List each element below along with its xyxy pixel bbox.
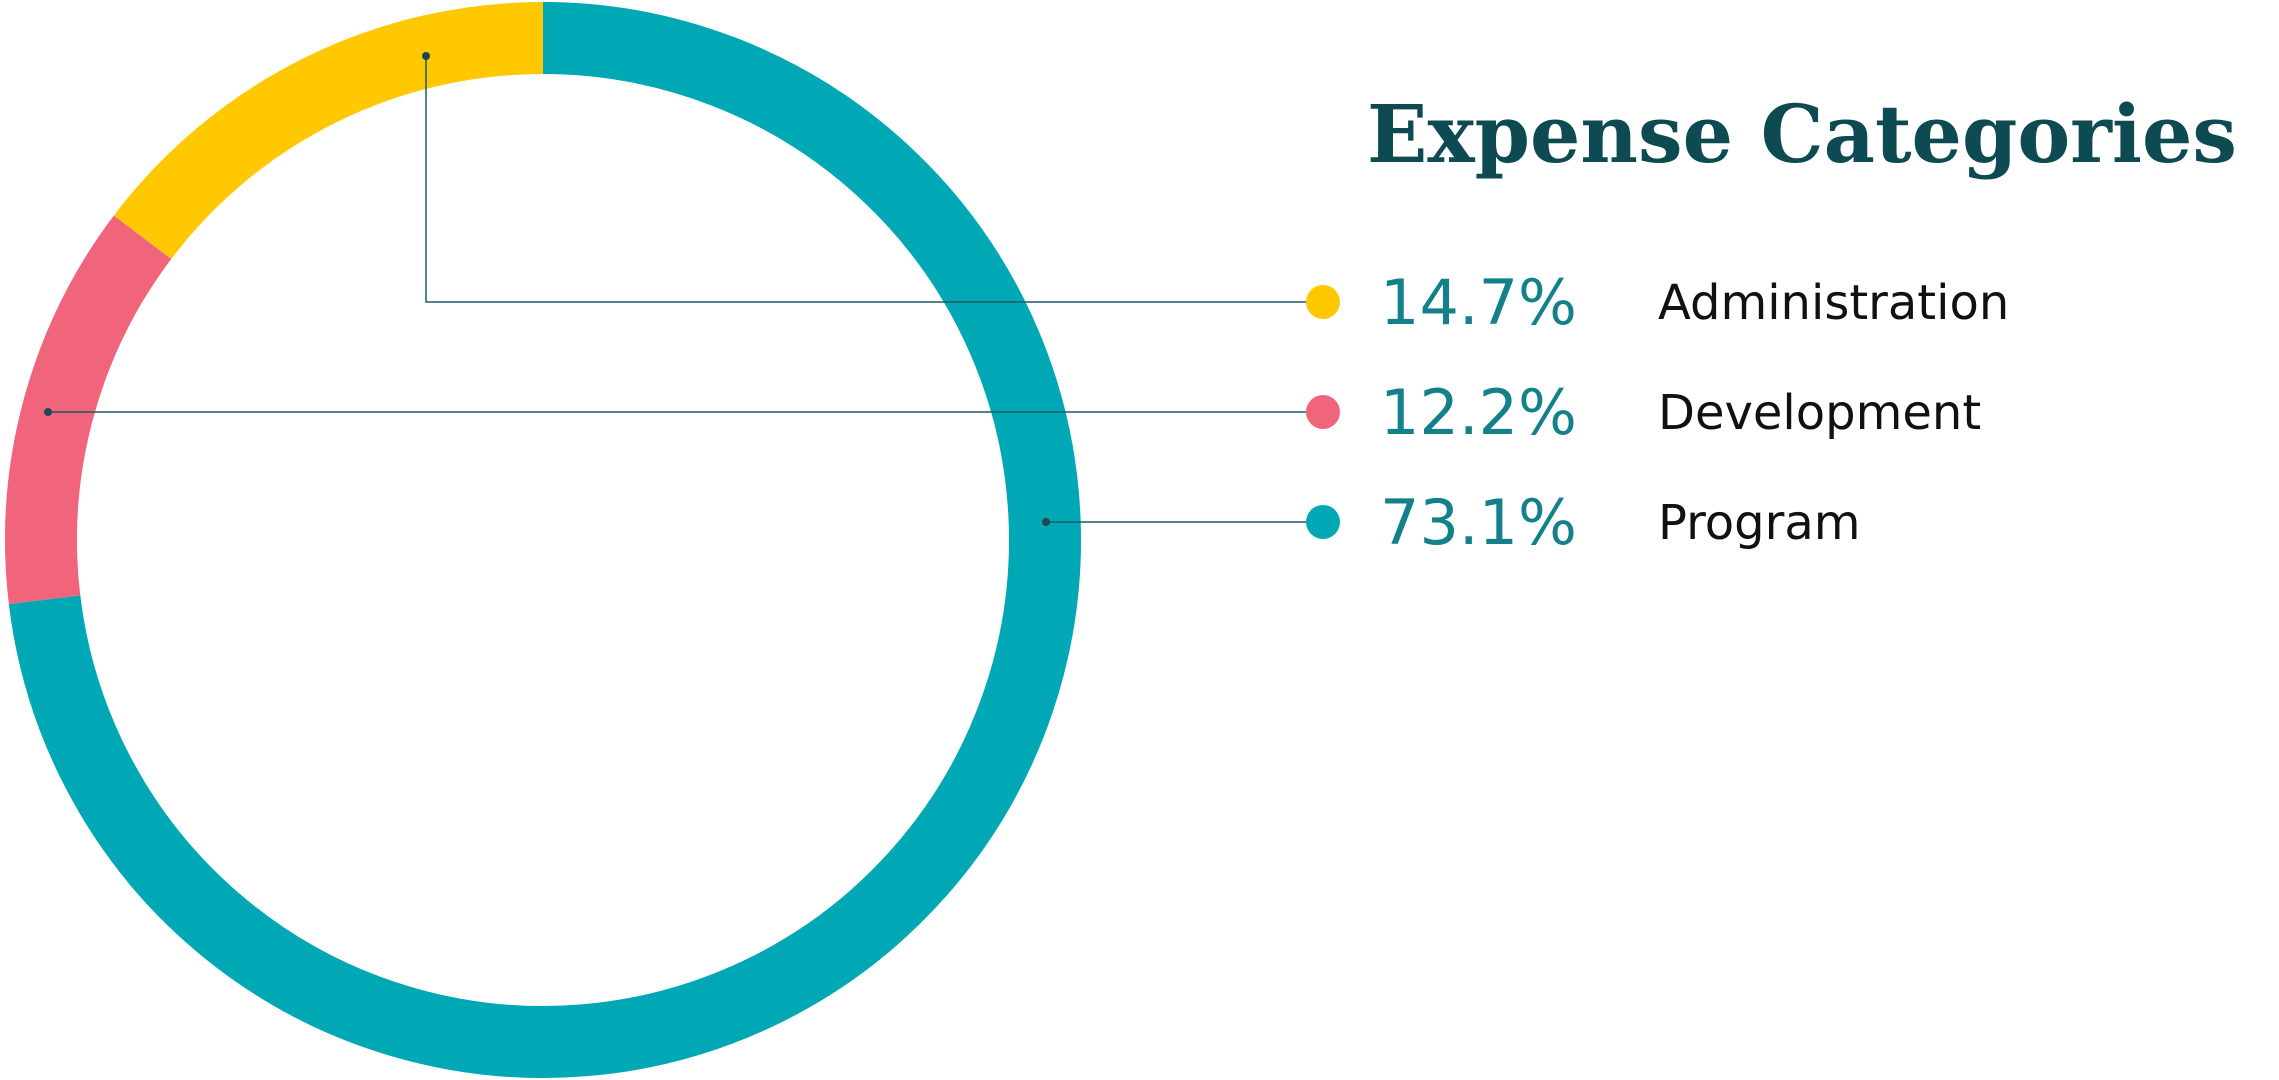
donut-segment [5,215,172,605]
legend-label: Development [1658,385,1981,441]
legend-label: Program [1658,495,1861,551]
leader-line [425,56,1315,303]
value-label: 73.1% [1380,486,1577,559]
leader-dot [1042,518,1050,526]
value-label: 12.2% [1380,376,1577,449]
chart-title: Expense Categories [1367,87,2237,181]
legend-label: Administration [1658,275,2009,331]
legend-marker [1306,395,1340,429]
legend-marker [1306,505,1340,539]
donut-segment [8,2,1081,1078]
leader-dot [44,408,52,416]
donut-segment [113,2,544,260]
leader-dot [422,52,430,60]
value-label: 14.7% [1380,266,1577,339]
legend-marker [1306,285,1340,319]
